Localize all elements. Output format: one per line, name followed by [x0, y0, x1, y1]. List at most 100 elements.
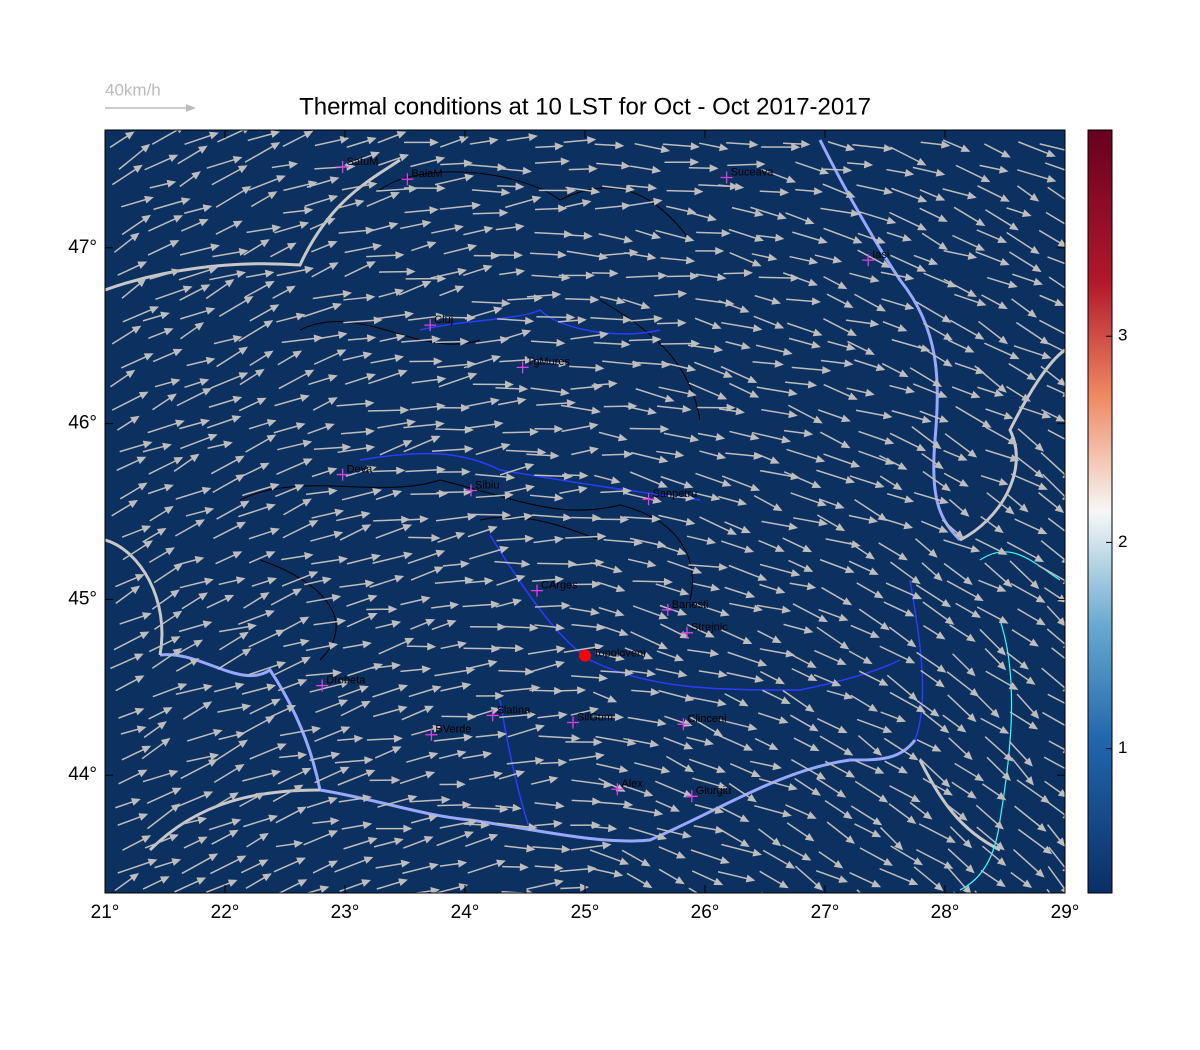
wind-arrow	[729, 252, 756, 265]
wind-arrow	[498, 331, 525, 342]
wind-arrow-head	[819, 167, 830, 175]
wind-arrow	[792, 603, 823, 620]
wind-arrow	[759, 190, 783, 194]
wind-arrow-head	[393, 734, 403, 743]
wind-arrow	[311, 469, 331, 478]
wind-arrow	[728, 564, 762, 579]
wind-arrow-head	[1030, 579, 1040, 590]
wind-arrow-head	[684, 234, 695, 243]
city-label: Iasi	[872, 249, 889, 261]
wind-arrow-head	[311, 725, 322, 734]
wind-arrow	[726, 672, 758, 681]
wind-arrow-head	[837, 725, 848, 734]
wind-arrow	[856, 184, 887, 193]
wind-arrow-head	[811, 480, 822, 488]
city-label: Banesti	[672, 599, 709, 611]
wind-arrow	[147, 807, 176, 830]
wind-arrow	[979, 164, 1002, 171]
wind-arrow-head	[975, 218, 986, 227]
wind-arrow-head	[191, 171, 201, 180]
wind-arrow	[206, 158, 237, 169]
wind-arrow-head	[813, 187, 824, 196]
wind-arrow-head	[125, 369, 136, 379]
wind-arrow-head	[361, 879, 371, 887]
wind-arrow-head	[288, 160, 299, 169]
wind-arrow-head	[170, 378, 181, 386]
wind-arrow-head	[134, 574, 145, 582]
wind-arrow-head	[554, 535, 564, 544]
wind-arrow-head	[524, 534, 535, 543]
wind-arrow	[850, 624, 874, 636]
wind-arrow-head	[997, 661, 1007, 671]
wind-arrow-head	[595, 752, 605, 761]
wind-arrow-head	[686, 364, 697, 373]
wind-arrow	[720, 365, 752, 381]
wind-arrow-head	[500, 442, 511, 451]
wind-arrow	[943, 539, 974, 551]
map-title: Thermal conditions at 10 LST for Oct - O…	[299, 93, 871, 120]
wind-arrow-head	[276, 743, 287, 751]
wind-arrow-head	[169, 834, 179, 842]
wind-arrow	[947, 694, 972, 718]
wind-arrow-head	[653, 808, 664, 817]
wind-arrow	[626, 872, 647, 886]
wind-arrow	[886, 894, 912, 909]
wind-arrow-head	[1027, 309, 1037, 318]
wind-arrow-head	[269, 482, 280, 491]
wind-arrow	[602, 360, 635, 366]
wind-arrow	[913, 254, 932, 263]
wind-arrow-head	[292, 588, 303, 597]
wind-arrow	[1014, 805, 1042, 828]
wind-arrow	[529, 252, 560, 256]
wind-arrow	[306, 799, 332, 809]
wind-arrow	[498, 669, 528, 673]
wind-arrow	[854, 780, 883, 800]
wind-arrow-head	[173, 215, 184, 223]
wind-arrow	[463, 228, 487, 236]
wind-arrow-head	[235, 576, 246, 585]
wind-arrow	[537, 714, 561, 719]
wind-arrow-head	[421, 280, 432, 289]
wind-arrow-head	[467, 372, 478, 381]
wind-arrow	[884, 760, 903, 771]
wind-arrow	[337, 687, 363, 699]
wind-arrow-head	[608, 380, 618, 388]
wind-arrow-head	[428, 751, 439, 760]
wind-arrow-head	[130, 415, 140, 425]
wind-arrow-head	[589, 422, 599, 431]
wind-arrow	[367, 409, 403, 412]
wind-arrow-head	[845, 476, 856, 484]
city-label: Giurgiu	[696, 785, 731, 797]
wind-arrow	[697, 432, 719, 439]
wind-arrow	[1006, 385, 1026, 399]
wind-arrow	[534, 160, 563, 164]
wind-arrow	[886, 674, 913, 697]
wind-arrow-head	[141, 745, 152, 754]
wind-arrow	[372, 708, 402, 718]
wind-arrow-head	[685, 493, 695, 502]
wind-arrow-head	[658, 480, 668, 488]
wind-arrow-head	[1070, 225, 1080, 233]
wind-arrow	[951, 386, 975, 396]
wind-arrow	[785, 212, 809, 223]
wind-arrow	[375, 492, 396, 501]
wind-arrow	[1046, 628, 1065, 646]
wind-arrow-head	[189, 453, 200, 463]
wind-arrow	[217, 651, 246, 670]
wind-arrow	[1048, 846, 1065, 869]
wind-arrow-head	[262, 873, 272, 882]
wind-arrow-head	[624, 800, 634, 809]
wind-arrow-head	[686, 207, 697, 216]
wind-arrow	[571, 844, 605, 851]
wind-arrow	[119, 485, 142, 500]
wind-arrow-head	[865, 388, 875, 397]
wind-arrow-head	[994, 820, 1004, 830]
wind-arrow-head	[203, 683, 213, 692]
wind-arrow-head	[504, 380, 515, 389]
wind-arrow-head	[203, 791, 214, 799]
wind-arrow-head	[1034, 554, 1045, 563]
wind-arrow	[340, 430, 368, 435]
wind-arrow	[400, 222, 425, 230]
wind-arrow-head	[491, 354, 502, 363]
wind-arrow	[526, 453, 553, 457]
